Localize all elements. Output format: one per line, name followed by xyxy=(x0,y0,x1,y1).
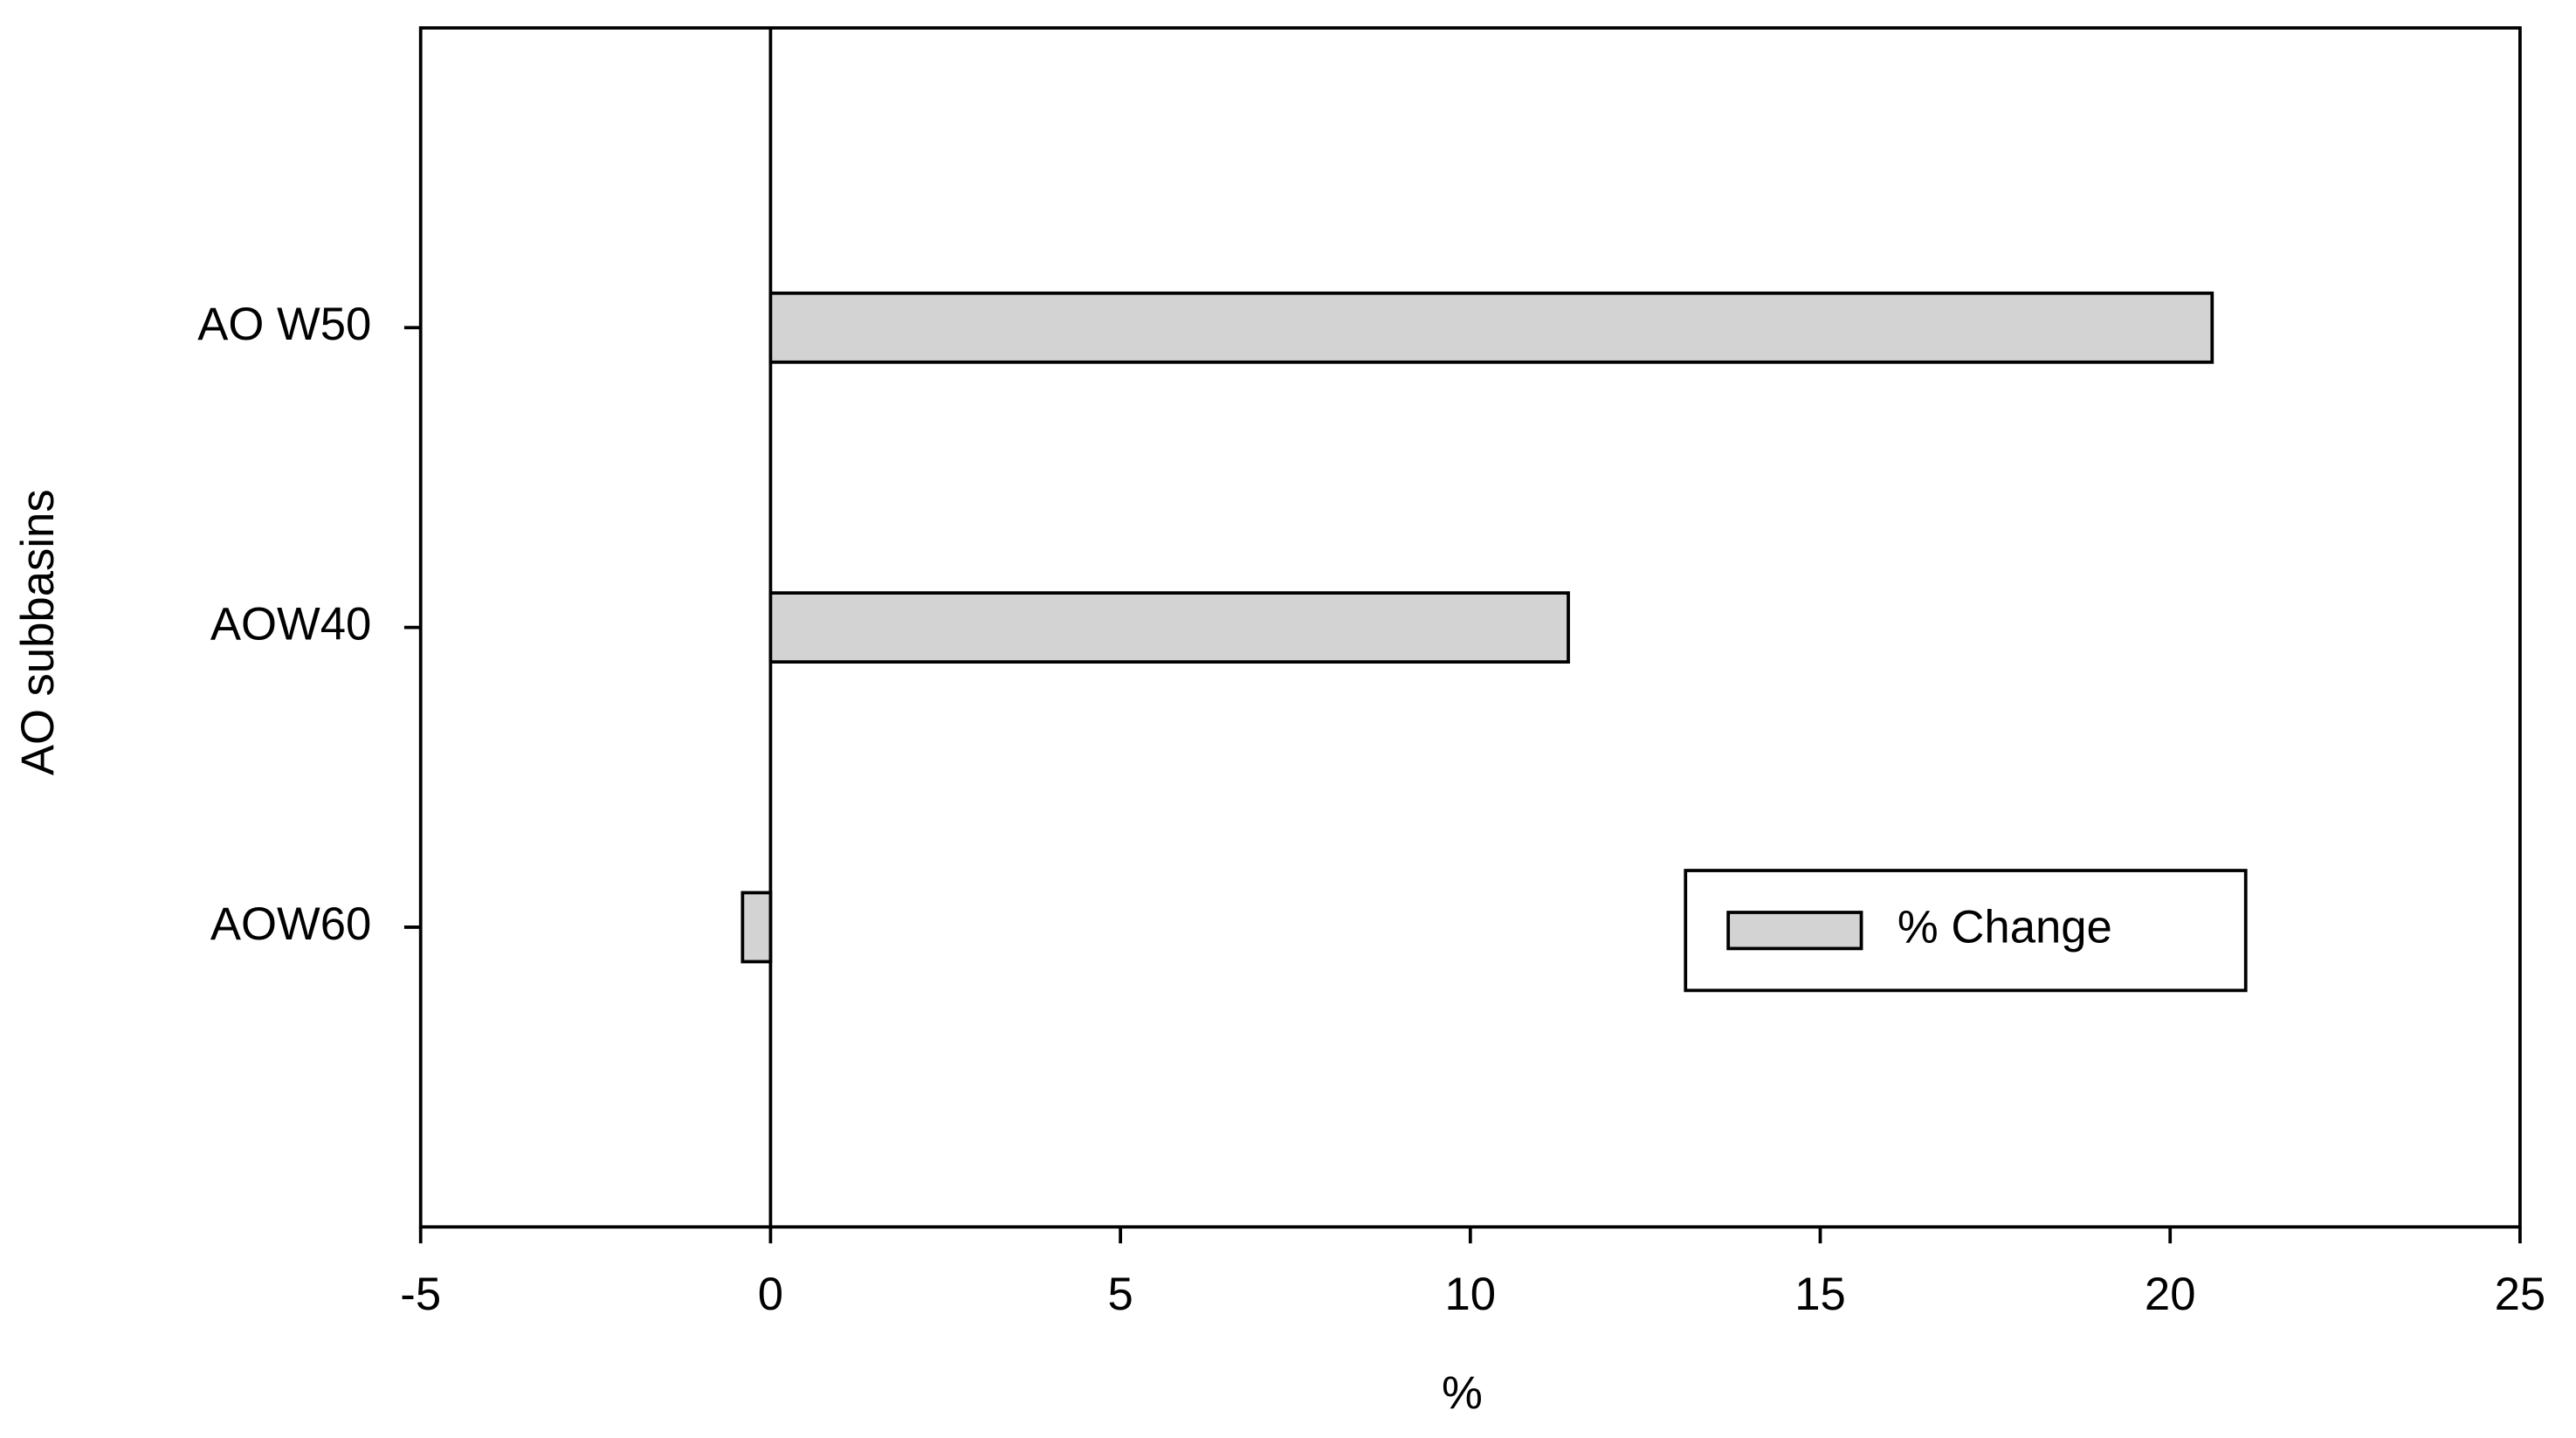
y-tick-label: AOW60 xyxy=(210,898,371,950)
bar xyxy=(768,591,1570,664)
legend-swatch xyxy=(1726,911,1863,951)
x-tick-label: -5 xyxy=(400,1269,441,1320)
x-tick-label: 15 xyxy=(1794,1269,1846,1320)
y-axis-label: AO subbasins xyxy=(12,489,64,775)
x-tick-label: 0 xyxy=(758,1269,783,1320)
bar xyxy=(740,891,773,964)
legend-label: % Change xyxy=(1898,902,2112,953)
bar xyxy=(768,291,2214,364)
x-tick-label: 20 xyxy=(2145,1269,2196,1320)
y-tick-label: AOW40 xyxy=(210,599,371,650)
x-tick-label: 10 xyxy=(1445,1269,1497,1320)
x-tick-label: 25 xyxy=(2495,1269,2546,1320)
x-tick-label: 5 xyxy=(1107,1269,1133,1320)
y-tick-label: AO W50 xyxy=(197,299,371,350)
x-axis-label: % xyxy=(1442,1367,1483,1419)
